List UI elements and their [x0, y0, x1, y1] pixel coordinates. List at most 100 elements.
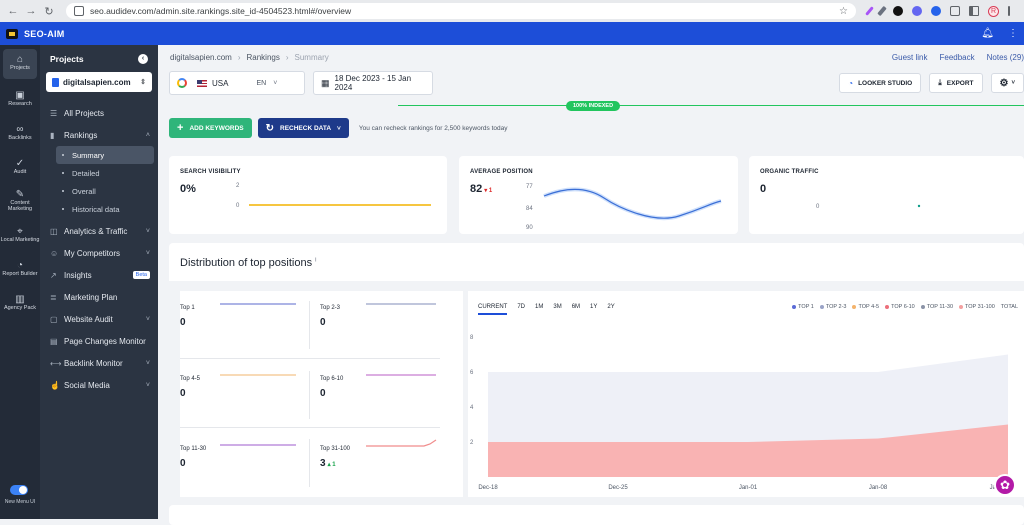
sidebar-item-all-projects[interactable]: ☰ All Projects	[40, 102, 158, 124]
top-4-5-cell[interactable]: Top 4-5 0	[180, 362, 317, 428]
legend-label: TOP 31-100	[965, 304, 995, 310]
sidebar-subitem-summary[interactable]: Summary	[56, 146, 154, 164]
header-links: Guest link Feedback Notes (29)	[892, 53, 1024, 62]
sidebar-item-label: Insights	[64, 270, 92, 280]
back-icon[interactable]: ←	[7, 5, 19, 17]
date-range-picker[interactable]: ▦ 18 Dec 2023 - 15 Jan 2024	[313, 71, 433, 95]
reload-icon[interactable]: ↻	[44, 5, 54, 18]
new-menu-toggle[interactable]	[10, 485, 28, 495]
tab-1m[interactable]: 1M	[535, 304, 544, 310]
breadcrumb-project[interactable]: digitalsapien.com	[170, 53, 232, 62]
sidebar-item-label: Social Media	[64, 380, 110, 390]
info-icon[interactable]: i	[315, 257, 317, 264]
sidebar-item-rankings[interactable]: ▮ Rankings ˄	[40, 124, 158, 146]
plan-icon: ≣	[50, 292, 57, 302]
top-2-3-cell[interactable]: Top 2-3 0	[320, 291, 457, 357]
legend-label: TOP 2-3	[825, 304, 847, 310]
bell-icon[interactable]: 🔔︎	[981, 28, 994, 39]
extension-icon-dark[interactable]	[893, 6, 903, 16]
tab-6m[interactable]: 6M	[571, 304, 581, 310]
sidebar-item-competitors[interactable]: ☺ My Competitors ˅	[40, 242, 158, 264]
chevron-up-icon: ˄	[145, 131, 150, 139]
top-31-100-cell[interactable]: Top 31-100 3 ▴ 1	[320, 432, 457, 498]
legend-item[interactable]: TOP 6-10	[885, 304, 915, 310]
collapse-sidebar-icon[interactable]: ‹	[138, 54, 148, 64]
breadcrumb-summary: Summary	[294, 53, 329, 62]
top-11-30-cell[interactable]: Top 11-30 0	[180, 432, 317, 498]
sidebar-subitem-overall[interactable]: Overall	[40, 182, 158, 200]
add-keywords-button[interactable]: + ADD KEYWORDS	[169, 118, 252, 138]
project-selector[interactable]: digitalsapien.com ⇕	[46, 72, 152, 92]
guest-link[interactable]: Guest link	[891, 53, 928, 62]
settings-button[interactable]: ⚙ ˅	[990, 73, 1024, 93]
cell-label: Top 11-30	[180, 446, 207, 452]
cell-value: 0	[320, 388, 326, 399]
breadcrumb-rankings[interactable]: Rankings	[246, 53, 280, 62]
extension-icon-purple[interactable]	[912, 6, 922, 16]
tick-label: 0	[236, 203, 240, 209]
sidebar-item-social-media[interactable]: ☝ Social Media ˅	[40, 374, 158, 396]
cell-sparkline	[366, 439, 437, 447]
kpi-title: SEARCH VISIBILITY	[180, 169, 241, 175]
recheck-data-button[interactable]: ↻ RECHECK DATA ˅	[257, 118, 349, 138]
rail-label: Audit	[13, 169, 27, 175]
chevron-down-icon: ˅	[145, 359, 150, 367]
menu-icon[interactable]: ⋮	[1008, 28, 1018, 39]
top-1-cell[interactable]: Top 1 0	[180, 291, 317, 357]
bookmark-star-icon[interactable]: ☆	[839, 5, 848, 17]
brush-extension-icon[interactable]	[877, 5, 887, 17]
legend-item[interactable]: TOP 4-5	[852, 304, 879, 310]
extension-icon-blue[interactable]	[931, 6, 941, 16]
tab-3m[interactable]: 3M	[553, 304, 562, 310]
rail-content-marketing[interactable]: ✎ Content Marketing	[0, 185, 40, 219]
browser-menu-icon[interactable]	[1008, 6, 1010, 16]
rail-label: Local Marketing	[0, 237, 40, 243]
cell-value: 3	[320, 458, 326, 469]
kpi-value: 0	[760, 183, 767, 195]
export-button[interactable]: ⤓ EXPORT	[929, 73, 983, 93]
puzzle-extensions-icon[interactable]	[950, 6, 960, 16]
bars-icon: ▮	[50, 130, 55, 140]
rail-local-marketing[interactable]: ⌖ Local Marketing	[0, 219, 40, 253]
site-info-icon[interactable]	[74, 6, 84, 16]
pen-extension-icon[interactable]	[865, 6, 874, 16]
url-text: seo.audidev.com/admin.site.rankings.site…	[90, 6, 352, 16]
address-bar[interactable]: seo.audidev.com/admin.site.rankings.site…	[66, 3, 856, 19]
tab-7d[interactable]: 7D	[517, 304, 526, 310]
search-engine-selector[interactable]: USA EN ˅	[169, 71, 305, 95]
rail-research[interactable]: ▣ Research	[0, 83, 40, 117]
looker-studio-button[interactable]: ◔ LOOKER STUDIO	[839, 73, 922, 93]
legend-item[interactable]: TOTAL	[1001, 304, 1018, 310]
sidebar-item-page-changes[interactable]: ▤ Page Changes Monitor	[40, 330, 158, 352]
tick-label: 90	[526, 225, 533, 231]
rail-backlinks[interactable]: ∞ Backlinks	[0, 117, 40, 151]
legend-item[interactable]: TOP 2-3	[819, 304, 847, 310]
tab-current[interactable]: CURRENT	[478, 304, 508, 315]
sidebar-subitem-historical[interactable]: Historical data	[40, 200, 158, 218]
forward-icon[interactable]: →	[25, 5, 37, 17]
sidebar-item-website-audit[interactable]: ▢ Website Audit ˅	[40, 308, 158, 330]
assistant-fab[interactable]: ✿	[994, 474, 1016, 496]
sidebar-item-backlink-monitor[interactable]: ⟷ Backlink Monitor ˅	[40, 352, 158, 374]
tab-1y[interactable]: 1Y	[590, 304, 598, 310]
legend-item[interactable]: TOP 1	[792, 304, 814, 310]
sidebar-item-analytics[interactable]: ◫ Analytics & Traffic ˅	[40, 220, 158, 242]
rail-audit[interactable]: ✓ Audit	[0, 151, 40, 185]
plus-icon: +	[177, 122, 184, 134]
sidebar-item-insights[interactable]: ↗ Insights Beta	[40, 264, 158, 286]
notes-link[interactable]: Notes (29)	[986, 53, 1024, 62]
sidebar-subitem-detailed[interactable]: Detailed	[40, 164, 158, 182]
profile-avatar[interactable]: R	[988, 5, 999, 17]
select-caret-icon: ⇕	[140, 79, 146, 86]
tab-2y[interactable]: 2Y	[607, 304, 615, 310]
legend-item[interactable]: TOP 31-100	[959, 304, 995, 310]
sidebar-item-label: Analytics & Traffic	[64, 226, 128, 236]
legend-item[interactable]: TOP 11-30	[920, 304, 953, 310]
sidepanel-icon[interactable]	[969, 6, 979, 16]
rail-report-builder[interactable]: ◔ Report Builder	[0, 253, 40, 287]
sidebar-item-marketing-plan[interactable]: ≣ Marketing Plan	[40, 286, 158, 308]
rail-agency-pack[interactable]: ▥ Agency Pack	[0, 287, 40, 321]
top-6-10-cell[interactable]: Top 6-10 0	[320, 362, 457, 428]
feedback-link[interactable]: Feedback	[939, 53, 975, 62]
rail-projects[interactable]: ⌂ Projects	[3, 49, 37, 79]
